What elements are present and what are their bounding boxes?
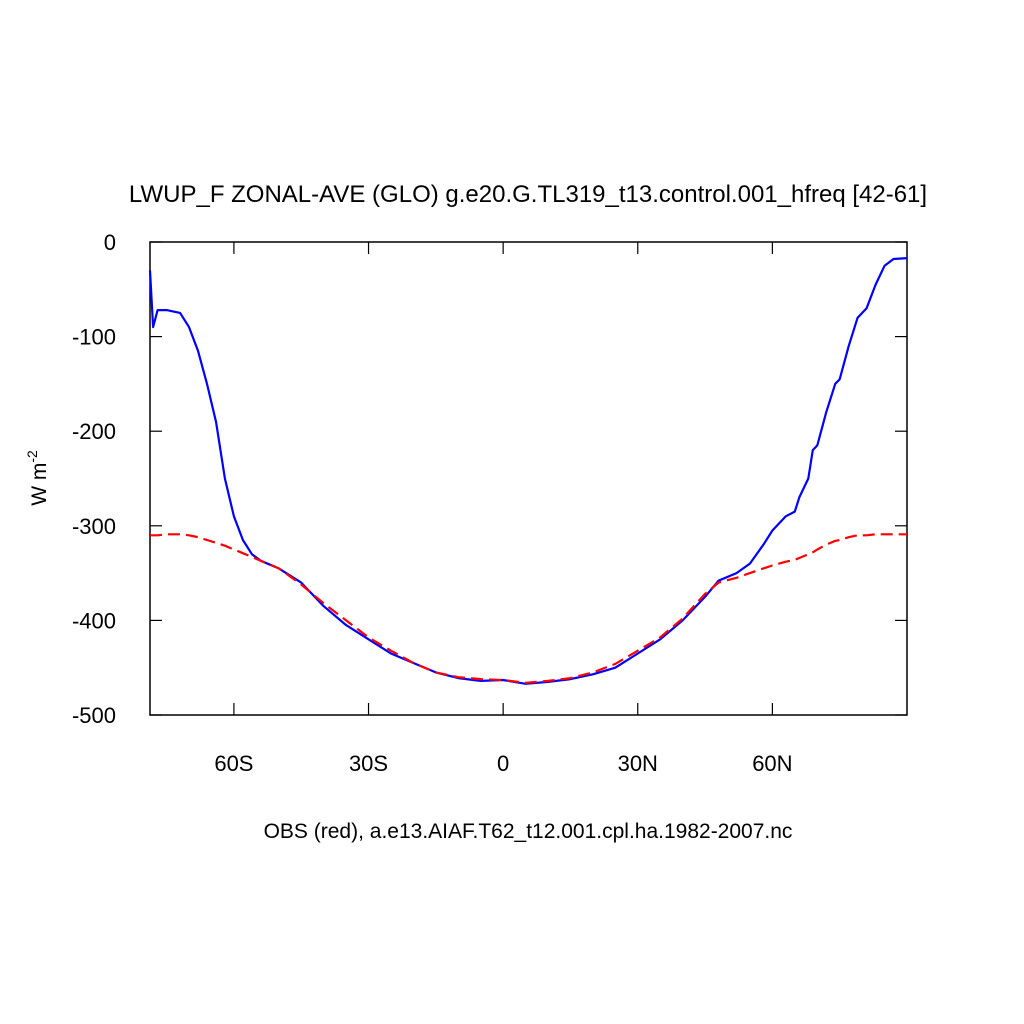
y-tick-label: -500 bbox=[72, 703, 116, 728]
y-tick-label: -200 bbox=[72, 419, 116, 444]
chart-footer: OBS (red), a.e13.AIAF.T62_t12.001.cpl.ha… bbox=[264, 820, 793, 843]
y-axis-label: W m-2 bbox=[24, 450, 51, 506]
y-tick-label: -100 bbox=[72, 325, 116, 350]
y-tick-label: -400 bbox=[72, 608, 116, 633]
x-tick-label: 30N bbox=[618, 751, 658, 776]
x-tick-label: 60N bbox=[752, 751, 792, 776]
chart-title: LWUP_F ZONAL-AVE (GLO) g.e20.G.TL319_t13… bbox=[129, 181, 927, 208]
y-tick-label: 0 bbox=[104, 230, 116, 255]
data-line bbox=[148, 257, 908, 685]
x-tick-label: 0 bbox=[497, 751, 509, 776]
x-tick-label: 30S bbox=[349, 751, 388, 776]
y-axis-label-sup: -2 bbox=[24, 450, 40, 463]
y-axis-label-text: W m bbox=[28, 463, 51, 506]
data-line bbox=[150, 533, 907, 684]
x-tick-label: 60S bbox=[214, 751, 253, 776]
y-tick-label: -300 bbox=[72, 514, 116, 539]
plot-frame bbox=[149, 241, 908, 716]
